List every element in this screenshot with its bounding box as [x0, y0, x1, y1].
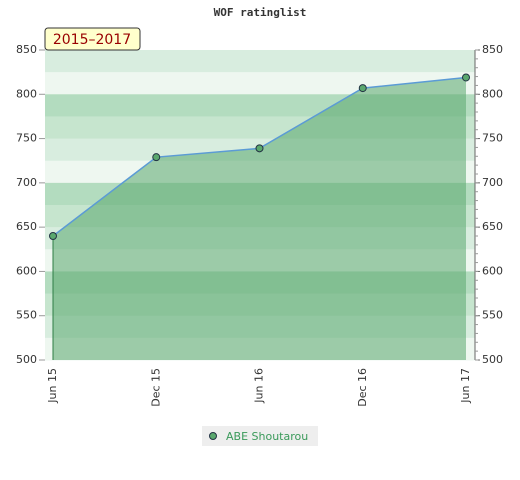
x-tick-label: Dec 15 [149, 368, 162, 407]
x-tick-label: Jun 16 [253, 368, 266, 404]
x-tick-label: Jun 15 [46, 368, 59, 404]
y2-tick-label: 500 [482, 353, 503, 366]
x-tick-label: Jun 17 [459, 368, 472, 404]
band [45, 50, 475, 73]
y-tick-label: 550 [16, 309, 37, 322]
y2-tick-label: 550 [482, 309, 503, 322]
marker [255, 144, 264, 153]
y2-tick-label: 700 [482, 176, 503, 189]
legend-marker [209, 432, 217, 440]
marker [358, 84, 367, 93]
y-tick-label: 850 [16, 43, 37, 56]
y2-tick-label: 650 [482, 220, 503, 233]
y-tick-label: 750 [16, 132, 37, 145]
y2-tick-label: 750 [482, 132, 503, 145]
legend [202, 426, 318, 446]
y-tick-label: 600 [16, 264, 37, 277]
y2-tick-label: 850 [482, 43, 503, 56]
marker [152, 153, 161, 162]
x-tick-label: Dec 16 [356, 368, 369, 407]
area [53, 77, 466, 360]
y2-tick-label: 600 [482, 264, 503, 277]
y2-tick-label: 800 [482, 87, 503, 100]
y-tick-label: 650 [16, 220, 37, 233]
y-tick-label: 500 [16, 353, 37, 366]
badge-text: 2015–2017 [53, 32, 131, 48]
marker [49, 232, 57, 240]
y-tick-label: 700 [16, 176, 37, 189]
marker [462, 73, 470, 82]
badge [44, 27, 141, 51]
legend-label: ABE Shoutarou [226, 430, 308, 443]
y-tick-label: 800 [16, 87, 37, 100]
chart-title: WOF ratinglist [214, 6, 307, 19]
